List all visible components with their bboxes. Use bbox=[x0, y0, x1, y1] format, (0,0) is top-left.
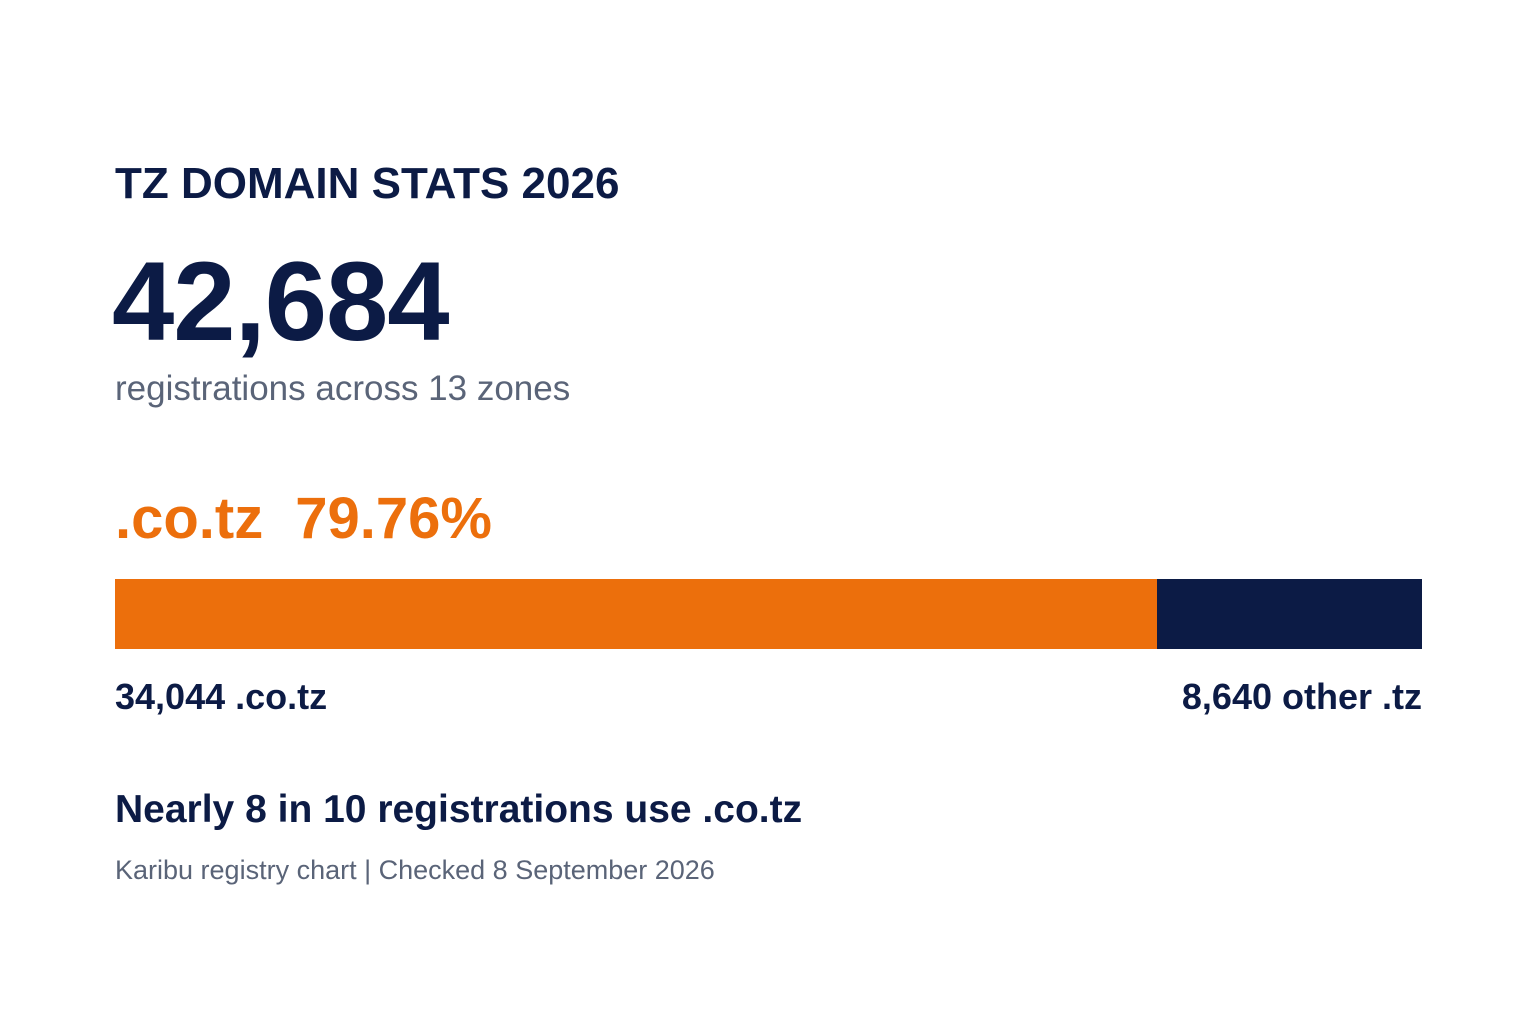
bar-segment-other-tz bbox=[1157, 579, 1422, 649]
share-zone-label: .co.tz bbox=[115, 486, 264, 551]
bar-label-other-tz: 8,640 other .tz bbox=[1181, 676, 1422, 717]
total-registrations-caption: registrations across 13 zones bbox=[115, 369, 571, 408]
source-note: Karibu registry chart | Checked 8 Septem… bbox=[115, 855, 715, 885]
share-bar bbox=[115, 579, 1422, 649]
bar-label-co-tz: 34,044 .co.tz bbox=[115, 676, 328, 717]
total-registrations-value: 42,684 bbox=[112, 239, 450, 364]
share-percent-label: 79.76% bbox=[295, 486, 492, 551]
headline: Nearly 8 in 10 registrations use .co.tz bbox=[115, 788, 803, 831]
share-heading: .co.tz 79.76% bbox=[115, 488, 492, 550]
stats-card: TZ DOMAIN STATS 2026 42,684 registration… bbox=[112, 0, 1422, 1024]
eyebrow-title: TZ DOMAIN STATS 2026 bbox=[115, 159, 620, 208]
bar-segment-co-tz bbox=[115, 579, 1157, 649]
